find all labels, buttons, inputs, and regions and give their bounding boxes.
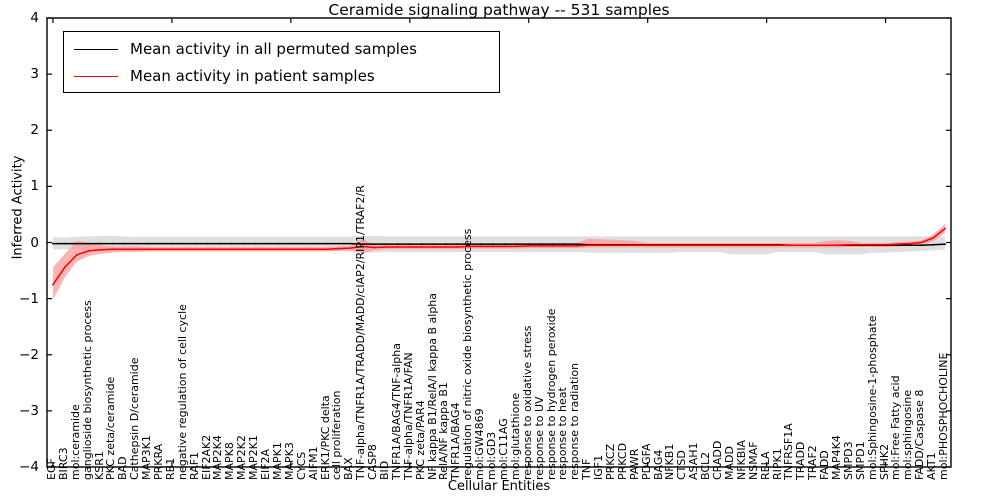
x-tick-label: MAP2K4 [211, 435, 225, 480]
chart-legend: Mean activity in all permuted samples Me… [63, 31, 500, 93]
x-tick-label: mol:Free Fatty acid [889, 375, 903, 480]
x-tick-label: mol:PHOSPHOCHOLINE [937, 352, 951, 480]
x-tick-label: SPHK2 [877, 443, 891, 480]
y-tick-label: −2 [19, 346, 39, 363]
x-tick-label: BAD [116, 456, 130, 480]
x-tick-label: mol:GD3 [485, 431, 499, 480]
x-tick-label: Cathepsin D/ceramide [128, 357, 142, 481]
x-tick-label: BCL2 [699, 451, 713, 480]
x-tick-label: mol:Sphingosine-1-phosphate [865, 315, 879, 480]
x-tick-label: MAP2K1 [247, 435, 261, 480]
x-tick-label: response to hydrogen peroxide [544, 308, 558, 480]
x-tick-label: ASAH1 [687, 442, 701, 480]
x-tick-label: BIRC3 [56, 447, 70, 480]
x-tick-label: MAPK1 [270, 442, 284, 480]
x-tick-label: PRKRA [152, 443, 165, 480]
x-tick-label: response to heat [556, 387, 570, 480]
x-tick-label: MAPK3 [282, 442, 296, 480]
x-tick-label: RelA/NF kappa B1 [437, 382, 451, 480]
x-tick-label: SMPD1 [853, 441, 867, 480]
x-tick-label: CYCS [294, 451, 308, 480]
x-tick-label: mol:glutathione [508, 392, 522, 480]
x-tick-label: regulation of nitric oxide biosynthetic … [461, 228, 475, 480]
y-tick-label: 2 [30, 122, 39, 139]
x-tick-label: mol:GW4869 [473, 408, 487, 480]
x-tick-label: MAP4K4 [830, 435, 843, 480]
x-tick-label: NFKB1 [663, 443, 677, 480]
x-tick-label: NSMAF [746, 441, 760, 480]
x-tick-label: EIF2A [259, 448, 273, 480]
x-tick-label: RAF1 [187, 451, 201, 480]
x-tick-label: RB1 [163, 457, 177, 480]
x-tick-label: FADD/Caspase 8 [913, 389, 927, 480]
x-tick-label: PRKCD [615, 442, 629, 480]
x-tick-label: TNFR1A/BAG4/TNF-alpha [389, 343, 403, 480]
x-tick-label: SMPD3 [841, 441, 855, 480]
chart-title: Ceramide signaling pathway -- 531 sample… [328, 1, 670, 19]
x-tick-label: RIPK1 [770, 448, 784, 480]
x-tick-label: mol:sphingosine [901, 389, 915, 480]
y-tick-label: 4 [30, 10, 39, 26]
x-tick-label: PRKCZ [604, 443, 617, 480]
x-tick-label: response to radiation [568, 362, 582, 480]
x-tick-label: negative regulation of cell cycle [175, 304, 189, 480]
legend-line-permuted [74, 48, 118, 50]
x-tick-label: TRADD [794, 441, 808, 480]
x-tick-label: ganglioside biosynthetic process [80, 300, 94, 480]
x-tick-label: TRAF2 [806, 445, 820, 480]
y-tick-label: −1 [19, 290, 39, 307]
y-tick-label: 0 [30, 234, 39, 251]
x-tick-label: cell proliferation [330, 390, 344, 480]
x-tick-label: TNFR1A/BAG4 [449, 402, 463, 480]
legend-item: Mean activity in all permuted samples [64, 36, 417, 62]
x-tick-label: EGF [44, 458, 58, 480]
x-tick-label: KSR1 [92, 451, 106, 480]
x-tick-label: FADD [818, 450, 832, 480]
x-tick-label: MADD [722, 446, 736, 480]
x-tick-label: TNF-alpha/TNFR1A/TRADD/MADD/cIAP2/RIP1/T… [354, 185, 368, 480]
x-tick-label: PKC zeta/PAR4 [413, 400, 427, 480]
legend-item: Mean activity in patient samples [64, 63, 375, 89]
x-tick-label: BID [378, 460, 391, 480]
x-tick-label: BAX [342, 457, 356, 480]
x-tick-label: IGF1 [592, 454, 606, 480]
x-tick-label: RELA [758, 451, 772, 481]
x-tick-label: NF kappa B1/RelA/I kappa B alpha [425, 292, 439, 480]
x-tick-label: PAWR [627, 448, 641, 480]
x-tick-label: CRADD [711, 440, 725, 480]
legend-line-patient [74, 75, 118, 77]
y-tick-label: 3 [30, 66, 39, 83]
legend-label-permuted: Mean activity in all permuted samples [130, 40, 417, 58]
x-tick-label: response to UV [532, 396, 546, 480]
x-tick-label: TNF [580, 458, 594, 480]
x-tick-label: NFKBIA [734, 439, 748, 480]
x-tick-label: mol:C11AG [496, 418, 510, 480]
x-tick-label: PKC zeta/ceramide [104, 376, 118, 480]
x-tick-label: CTSD [675, 450, 689, 480]
x-tick-label: TNF-alpha/TNFR1A/FAN [401, 352, 415, 480]
y-tick-label: 1 [30, 178, 39, 195]
x-tick-label: MAP2K2 [235, 435, 249, 480]
x-tick-label: mol:ceramide [68, 404, 82, 480]
x-tick-label: ERK1/PKC delta [318, 395, 332, 480]
y-tick-label: −4 [19, 459, 39, 475]
x-tick-label: TNFRSF1A [782, 423, 796, 480]
x-tick-label: MAPK8 [223, 442, 237, 480]
x-tick-label: PDGFA [639, 443, 653, 480]
x-tick-label: BAG4 [651, 449, 665, 480]
x-tick-label: MAP3K1 [140, 435, 154, 480]
legend-label-patient: Mean activity in patient samples [130, 67, 375, 85]
x-axis-label: Cellular Entities [447, 479, 551, 494]
x-tick-label: AIFM1 [306, 446, 320, 480]
y-tick-label: −3 [19, 402, 39, 419]
x-tick-label: AKT1 [925, 452, 939, 480]
x-tick-label: EIF2AK2 [199, 434, 213, 480]
x-tick-label: CASP8 [366, 444, 380, 480]
x-tick-label: response to oxidative stress [520, 325, 534, 480]
